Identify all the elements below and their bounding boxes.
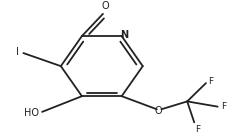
- Text: N: N: [120, 30, 128, 40]
- Text: O: O: [154, 106, 162, 116]
- Text: F: F: [195, 125, 201, 134]
- Text: O: O: [102, 1, 109, 11]
- Text: I: I: [16, 47, 19, 57]
- Text: F: F: [208, 77, 213, 86]
- Text: F: F: [221, 102, 226, 111]
- Text: HO: HO: [24, 108, 39, 118]
